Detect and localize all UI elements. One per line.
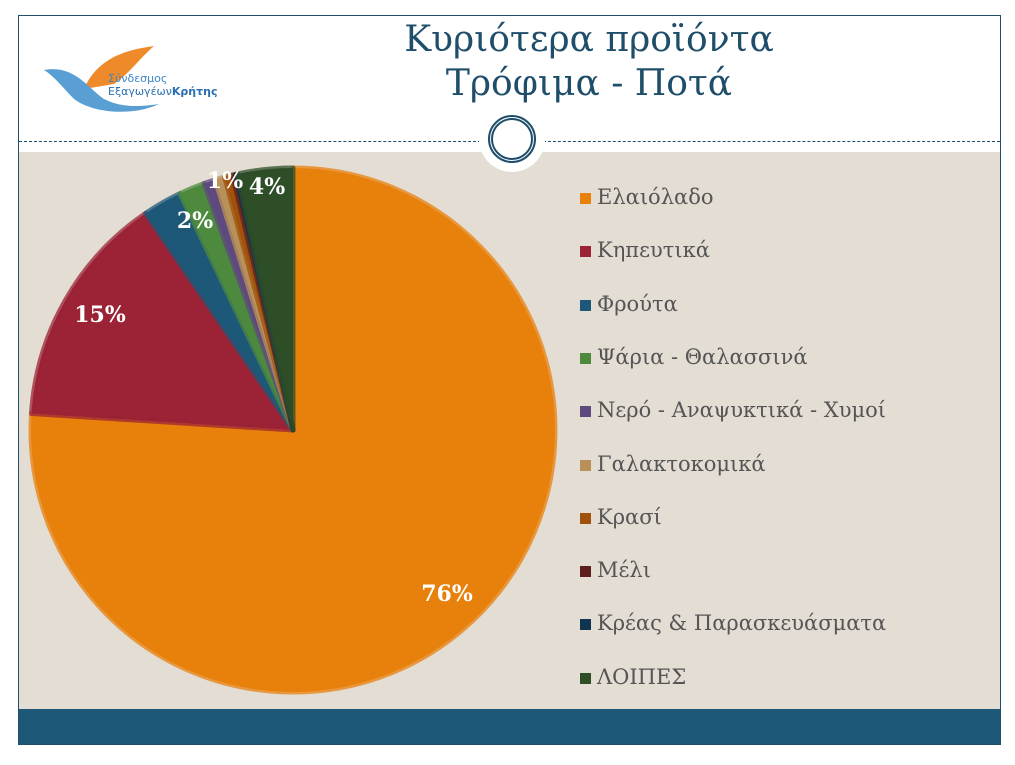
- title-line-2: Τρόφιμα - Ποτά: [445, 63, 733, 104]
- legend-swatch: [580, 299, 591, 311]
- legend-item: Νερό - Αναψυκτικά - Χυμοί: [580, 398, 886, 422]
- legend-item: ΛΟΙΠΕΣ: [580, 665, 686, 689]
- legend-label: ΛΟΙΠΕΣ: [597, 664, 687, 689]
- legend-item: Κηπευτικά: [580, 238, 710, 262]
- legend-label: Γαλακτοκομικά: [597, 451, 766, 476]
- legend-label: Κρέας & Παρασκευάσματα: [597, 611, 887, 636]
- data-label: 2%: [177, 208, 213, 234]
- legend-label: Φρούτα: [597, 291, 678, 316]
- title-line-1: Κυριότερα προϊόντα: [404, 19, 774, 60]
- legend-swatch: [580, 193, 591, 204]
- pie-slice-0: [28, 165, 558, 695]
- legend-swatch: [580, 512, 591, 524]
- legend-label: Νερό - Αναψυκτικά - Χυμοί: [597, 398, 887, 423]
- pie-slice-1: [29, 210, 296, 433]
- legend-item: Γαλακτοκομικά: [580, 452, 766, 476]
- legend-swatch: [580, 672, 591, 684]
- legend-swatch: [580, 566, 591, 578]
- legend-label: Ελαιόλαδο: [597, 185, 714, 209]
- legend-swatch: [580, 619, 591, 631]
- svg-text:ΕξαγωγέωνΚρήτης: ΕξαγωγέωνΚρήτης: [108, 85, 217, 98]
- legend-label: Μέλι: [597, 558, 651, 583]
- footer-bar: [19, 709, 1000, 744]
- data-label: 4%: [249, 174, 285, 200]
- svg-text:Σύνδεσμος: Σύνδεσμος: [108, 72, 167, 85]
- pie-slice-9: [234, 165, 296, 433]
- legend-item: Μέλι: [580, 558, 651, 582]
- legend-item: Φρούτα: [580, 292, 678, 316]
- logo-bird-icon: Σύνδεσμος ΕξαγωγέωνΚρήτης: [44, 46, 217, 112]
- legend-label: Ψάρια - Θαλασσινά: [597, 344, 808, 369]
- legend-item: Κρασί: [580, 505, 662, 529]
- legend-swatch: [580, 246, 591, 258]
- legend-item: Ψάρια - Θαλασσινά: [580, 345, 808, 369]
- slide-title: Κυριότερα προϊόντα Τρόφιμα - Ποτά: [269, 18, 909, 106]
- data-label: 15%: [74, 302, 126, 328]
- legend-swatch: [580, 459, 591, 471]
- data-label: 1%: [207, 168, 243, 194]
- legend-label: Κρασί: [597, 504, 662, 529]
- legend-item: Ελαιόλαδο: [580, 185, 713, 209]
- legend-swatch: [580, 352, 591, 364]
- legend-item: Κρέας & Παρασκευάσματα: [580, 611, 886, 635]
- data-label: 76%: [421, 581, 473, 607]
- logo: Σύνδεσμος ΕξαγωγέωνΚρήτης: [44, 44, 224, 114]
- legend-swatch: [580, 406, 591, 418]
- circle-ornament-icon: [479, 106, 545, 172]
- legend-label: Κηπευτικά: [597, 238, 710, 263]
